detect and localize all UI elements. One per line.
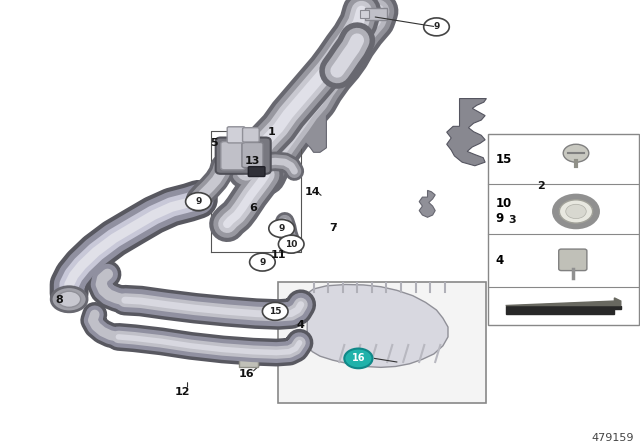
Text: 11: 11 — [271, 250, 286, 260]
Circle shape — [262, 302, 288, 320]
FancyBboxPatch shape — [248, 167, 265, 177]
FancyBboxPatch shape — [216, 138, 271, 174]
Polygon shape — [307, 284, 448, 367]
Circle shape — [559, 200, 593, 223]
Text: 15: 15 — [269, 307, 282, 316]
Polygon shape — [304, 85, 326, 152]
Text: 1: 1 — [268, 127, 276, 137]
Text: 14: 14 — [305, 187, 320, 197]
Text: 12: 12 — [175, 387, 190, 397]
FancyBboxPatch shape — [242, 142, 263, 168]
Polygon shape — [506, 298, 621, 306]
Circle shape — [51, 287, 87, 312]
Text: 10: 10 — [285, 240, 298, 249]
Polygon shape — [419, 190, 435, 217]
Bar — [278, 282, 486, 403]
Text: 6: 6 — [249, 203, 257, 213]
FancyBboxPatch shape — [221, 142, 245, 170]
Circle shape — [283, 237, 298, 248]
Text: 16: 16 — [239, 369, 254, 379]
Text: 5: 5 — [211, 138, 218, 148]
Text: 9: 9 — [495, 212, 504, 225]
Polygon shape — [368, 9, 383, 19]
FancyBboxPatch shape — [243, 128, 259, 142]
Polygon shape — [447, 99, 486, 166]
Text: 4: 4 — [495, 254, 504, 267]
Text: 479159: 479159 — [591, 433, 634, 443]
Bar — [488, 134, 639, 325]
Circle shape — [186, 193, 211, 211]
Text: 7: 7 — [329, 224, 337, 233]
Circle shape — [563, 144, 589, 162]
Text: 9: 9 — [195, 197, 202, 206]
FancyBboxPatch shape — [227, 127, 245, 143]
FancyBboxPatch shape — [239, 358, 258, 367]
Text: 16: 16 — [351, 353, 365, 363]
Text: 8: 8 — [55, 295, 63, 305]
Polygon shape — [506, 306, 621, 314]
Circle shape — [278, 235, 304, 253]
Text: 9: 9 — [433, 22, 440, 31]
Circle shape — [269, 220, 294, 237]
Circle shape — [344, 349, 372, 368]
Text: 2: 2 — [537, 181, 545, 191]
Text: 9: 9 — [259, 258, 266, 267]
FancyBboxPatch shape — [365, 8, 387, 20]
Circle shape — [250, 253, 275, 271]
Text: 13: 13 — [245, 156, 260, 166]
Text: 4: 4 — [297, 320, 305, 330]
Text: 9: 9 — [278, 224, 285, 233]
Circle shape — [566, 204, 586, 219]
Circle shape — [58, 291, 81, 307]
FancyBboxPatch shape — [360, 10, 369, 18]
Text: 3: 3 — [508, 215, 516, 224]
Text: 10: 10 — [495, 197, 511, 211]
Text: 15: 15 — [495, 152, 512, 166]
FancyBboxPatch shape — [559, 249, 587, 271]
Circle shape — [424, 18, 449, 36]
